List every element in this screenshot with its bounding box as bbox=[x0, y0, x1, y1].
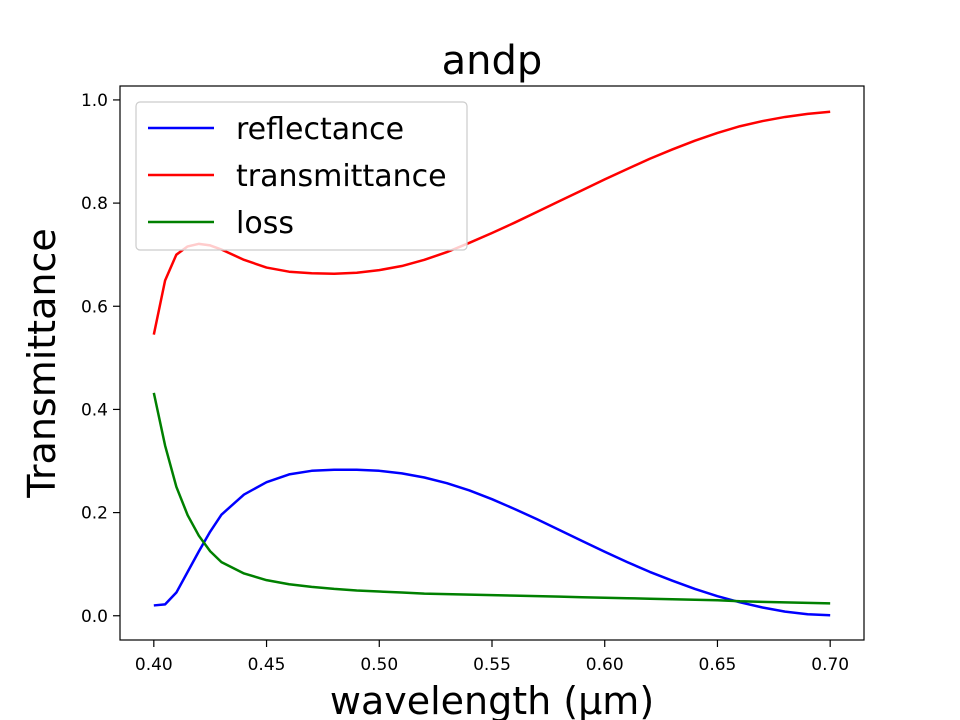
y-tick-label: 0.2 bbox=[81, 504, 108, 524]
x-tick-label: 0.50 bbox=[360, 655, 398, 675]
x-tick-label: 0.60 bbox=[586, 655, 624, 675]
x-axis-ticks: 0.40 0.45 0.50 0.55 0.60 0.65 0.70 bbox=[135, 640, 849, 675]
chart-title: andp bbox=[442, 38, 543, 84]
series-line-loss bbox=[152, 392, 831, 605]
legend-label-loss: loss bbox=[236, 206, 294, 241]
x-axis-label: wavelength (µm) bbox=[330, 679, 654, 720]
x-tick-label: 0.70 bbox=[811, 655, 849, 675]
y-tick-label: 0.4 bbox=[81, 400, 108, 420]
legend-box bbox=[135, 101, 468, 251]
y-axis-ticks: 0.0 0.2 0.4 0.6 0.8 1.0 bbox=[81, 91, 120, 627]
y-tick-label: 0.0 bbox=[81, 607, 108, 627]
x-tick-label: 0.45 bbox=[248, 655, 286, 675]
y-axis-label: Transmittance bbox=[20, 228, 64, 498]
legend: reflectance transmittance loss bbox=[135, 101, 468, 251]
y-tick-label: 0.6 bbox=[81, 297, 108, 317]
legend-label-transmittance: transmittance bbox=[236, 159, 447, 194]
y-tick-label: 0.8 bbox=[81, 194, 108, 214]
y-tick-label: 1.0 bbox=[81, 91, 108, 111]
x-tick-label: 0.55 bbox=[473, 655, 511, 675]
x-tick-label: 0.40 bbox=[135, 655, 173, 675]
series-line-reflectance bbox=[153, 468, 831, 617]
x-tick-label: 0.65 bbox=[699, 655, 737, 675]
legend-label-reflectance: reflectance bbox=[236, 112, 404, 147]
